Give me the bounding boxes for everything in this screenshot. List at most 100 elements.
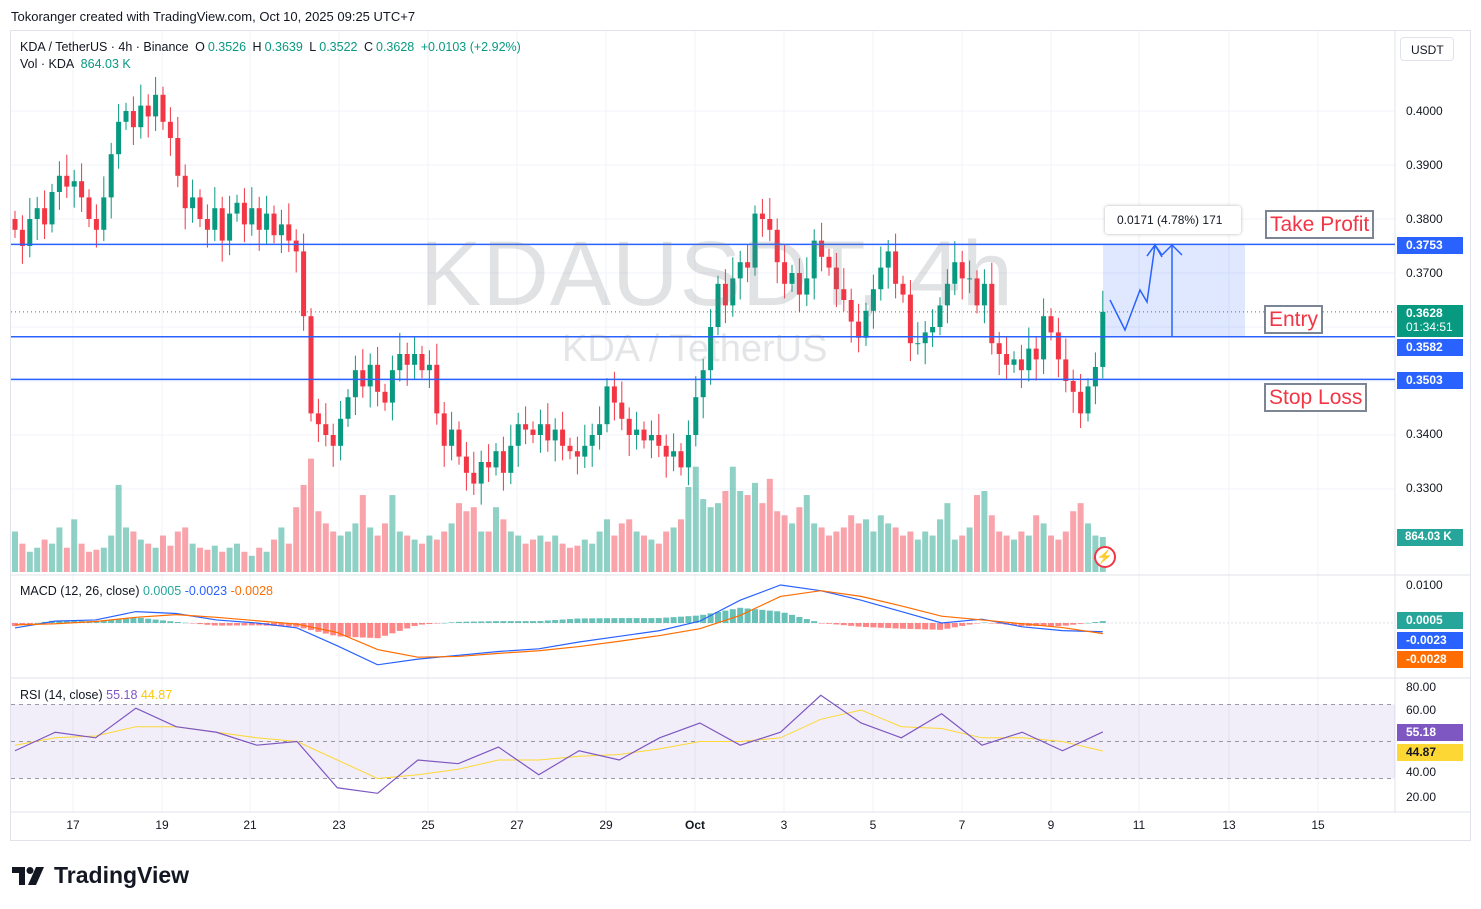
volume-bar [123, 527, 129, 572]
candle-body [671, 451, 677, 457]
macd-histogram-bar [352, 623, 359, 638]
stop-loss-label[interactable]: Stop Loss [1264, 383, 1368, 412]
volume-bar [115, 484, 122, 572]
volume-bar [315, 511, 322, 572]
take-profit-label[interactable]: Take Profit [1265, 210, 1375, 239]
macd-histogram-bar [123, 618, 129, 623]
volume-bar [63, 547, 70, 572]
volume-bar [500, 519, 507, 572]
candle-body [449, 429, 455, 446]
volume-bar [789, 523, 795, 572]
macd-histogram-bar [293, 623, 300, 627]
volume-bar [737, 491, 744, 572]
entry-label[interactable]: Entry [1264, 305, 1324, 334]
time-tick: 3 [780, 818, 788, 832]
macd-histogram-bar [100, 620, 107, 623]
rsi-tick: 60.00 [1406, 703, 1437, 717]
macd-histogram-bar [959, 623, 966, 626]
candle-body [989, 283, 995, 344]
candle-body [271, 213, 277, 236]
volume-bar [93, 549, 100, 572]
macd-histogram-bar [604, 618, 610, 623]
candle-body [64, 175, 70, 187]
candle-body [641, 429, 647, 441]
candle-body [678, 451, 684, 468]
volume-bar [922, 531, 929, 572]
macd-histogram-bar [322, 623, 329, 634]
volume-bar [507, 531, 514, 572]
candle-body [175, 138, 181, 176]
macd-legend: MACD (12, 26, close) 0.0005 -0.0023 -0.0… [20, 584, 273, 598]
candle-body [190, 197, 196, 209]
candle-body [278, 224, 284, 236]
close-value: 0.3628 [376, 40, 415, 54]
macd-histogram-bar [1099, 621, 1106, 623]
macd-histogram-bar [781, 612, 788, 623]
macd-histogram-bar [234, 623, 240, 626]
currency-button[interactable]: USDT [1400, 37, 1454, 61]
macd-histogram-bar [596, 618, 603, 623]
tradingview-logo[interactable]: TradingView [12, 862, 189, 889]
candle-body [426, 364, 432, 371]
volume-bar [367, 527, 374, 572]
candle-body [227, 213, 233, 241]
volume-bar [618, 523, 625, 572]
macd-histogram-bar [330, 623, 337, 636]
candle-body [93, 219, 99, 230]
macd-histogram-bar [285, 623, 292, 627]
volume-bar [1011, 539, 1017, 572]
candle-body [404, 354, 410, 365]
candle-body [160, 94, 166, 122]
volume-bar [204, 549, 211, 572]
price-tick: 0.4000 [1406, 104, 1443, 118]
macd-histogram-bar [981, 622, 988, 623]
macd-histogram-bar [818, 623, 825, 624]
volume-bar [1040, 523, 1047, 572]
candle-body [1033, 348, 1039, 360]
candle-body [826, 256, 832, 268]
macd-title[interactable]: MACD (12, 26, close) [20, 584, 140, 598]
volume-bar [426, 535, 433, 572]
volume-bar [256, 547, 263, 572]
volume-bar [633, 531, 640, 572]
candle-body [471, 472, 477, 484]
macd-histogram-bar [715, 611, 721, 623]
volume-bar [359, 495, 366, 572]
lightning-alert-icon[interactable]: ⚡ [1094, 546, 1116, 568]
volume-bar [641, 535, 647, 572]
symbol-title[interactable]: KDA / TetherUS · 4h · Binance [20, 40, 189, 54]
volume-bar [648, 539, 655, 572]
candle-body [626, 418, 632, 435]
macd-histogram-bar [1070, 623, 1077, 625]
macd-histogram-bar [1055, 623, 1062, 627]
candle-body [715, 283, 721, 327]
candle-body [197, 197, 203, 219]
volume-bar [1003, 535, 1010, 572]
macd-histogram-bar [315, 623, 322, 632]
volume-bar [966, 527, 973, 572]
macd-histogram-bar [840, 623, 847, 626]
volume-bar [685, 486, 692, 572]
volume-bar [308, 458, 314, 572]
macd-histogram-bar [219, 623, 226, 626]
macd-histogram-bar [559, 619, 566, 623]
volume-bar [433, 539, 440, 572]
candle-body [389, 370, 395, 403]
volume-bar [493, 507, 499, 572]
candle-body [360, 370, 366, 387]
volume-bar [567, 547, 573, 572]
rsi-title[interactable]: RSI (14, close) [20, 688, 103, 702]
take-profit-price-tag: 0.3753 [1397, 237, 1463, 254]
candle-body [153, 94, 159, 117]
macd-histogram-bar [145, 618, 152, 623]
candle-body [434, 364, 440, 414]
price-tick: 0.3800 [1406, 212, 1443, 226]
candle-body [804, 278, 810, 295]
candle-body [841, 289, 847, 300]
volume-bar [744, 495, 751, 572]
macd-histogram-bar [870, 623, 877, 628]
candle-body [1063, 359, 1069, 381]
volume-label[interactable]: Vol · KDA [20, 57, 75, 71]
macd-histogram-bar [996, 623, 1003, 624]
